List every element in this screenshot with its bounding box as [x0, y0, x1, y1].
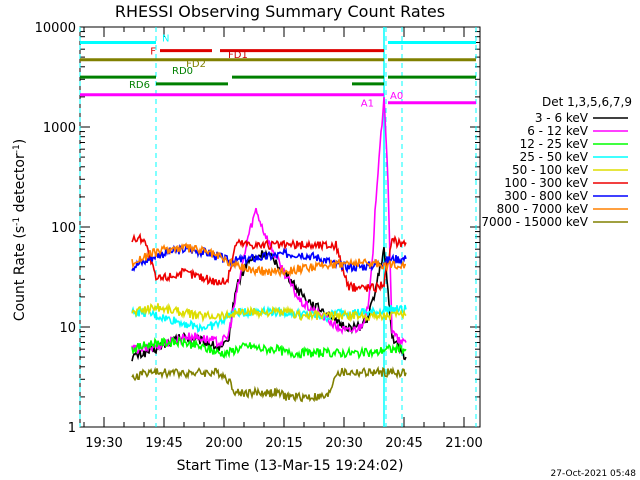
- y-tick-label: 1: [68, 421, 76, 436]
- segment-label: FD1: [228, 50, 248, 61]
- segment-label: RD0: [172, 66, 193, 77]
- series-line-6: [131, 232, 407, 293]
- series-layer: [131, 96, 407, 403]
- legend-entry-label: 25 - 50 keV: [520, 150, 589, 164]
- legend-entry-label: 300 - 800 keV: [504, 189, 588, 203]
- y-axis-title-part3: ): [12, 139, 28, 144]
- series-line-4: [131, 304, 407, 333]
- segment-label: A0: [390, 91, 403, 102]
- y-tick-label: 10: [59, 321, 76, 336]
- series-line-5: [131, 302, 407, 323]
- series-line-8: [131, 242, 406, 278]
- y-axis-title-sup1: -1: [12, 217, 22, 226]
- series-line-9: [131, 365, 407, 403]
- segment-label: RD6: [129, 80, 150, 91]
- x-tick-label: 19:45: [145, 436, 182, 451]
- legend-entry-label: 7000 - 15000 keV: [481, 215, 588, 229]
- vertical-markers: [79, 27, 477, 427]
- series-line-2: [131, 96, 407, 354]
- segment-label: A1: [361, 99, 374, 110]
- legend-entry-label: 100 - 300 keV: [504, 176, 588, 190]
- legend-entry-label: 50 - 100 keV: [512, 163, 589, 177]
- legend-title: Det 1,3,5,6,7,9: [542, 95, 632, 109]
- legend-entry-label: 3 - 6 keV: [535, 111, 589, 125]
- segment-label: FD2: [186, 59, 206, 70]
- y-axis-title-part1: Count Rate (s: [12, 226, 28, 321]
- x-axis-title: Start Time (13-Mar-15 19:24:02): [177, 458, 404, 474]
- x-tick-label: 20:00: [205, 436, 242, 451]
- legend-entry-label: 6 - 12 keV: [527, 124, 589, 138]
- chart-title: RHESSI Observing Summary Count Rates: [115, 2, 445, 21]
- x-tick-label: 21:00: [445, 436, 482, 451]
- y-axis-title-part2: detector: [12, 153, 28, 217]
- y-tick-label: 1000: [43, 121, 76, 136]
- y-axis-title: Count Rate (s-1 detector-1): [12, 139, 28, 321]
- x-tick-label: 19:30: [85, 436, 122, 451]
- tick-layer: 1 10 100 1000 10000 19:30 19:45 20:00 20:15 20:30…: [35, 21, 483, 451]
- segment-label: N: [162, 33, 169, 44]
- segment-label: F: [150, 47, 156, 58]
- x-tick-label: 20:30: [325, 436, 362, 451]
- x-tick-label: 20:15: [265, 436, 302, 451]
- y-axis-title-sup2: -1: [12, 144, 22, 153]
- y-tick-label: 100: [51, 221, 76, 236]
- y-tick-label: 10000: [35, 21, 76, 36]
- x-tick-label: 20:45: [385, 436, 422, 451]
- legend-entry-label: 12 - 25 keV: [520, 137, 589, 151]
- series-line-3: [131, 335, 407, 360]
- footer-timestamp: 27-Oct-2021 05:48: [551, 469, 637, 479]
- legend-entry-label: 800 - 7000 keV: [497, 202, 589, 216]
